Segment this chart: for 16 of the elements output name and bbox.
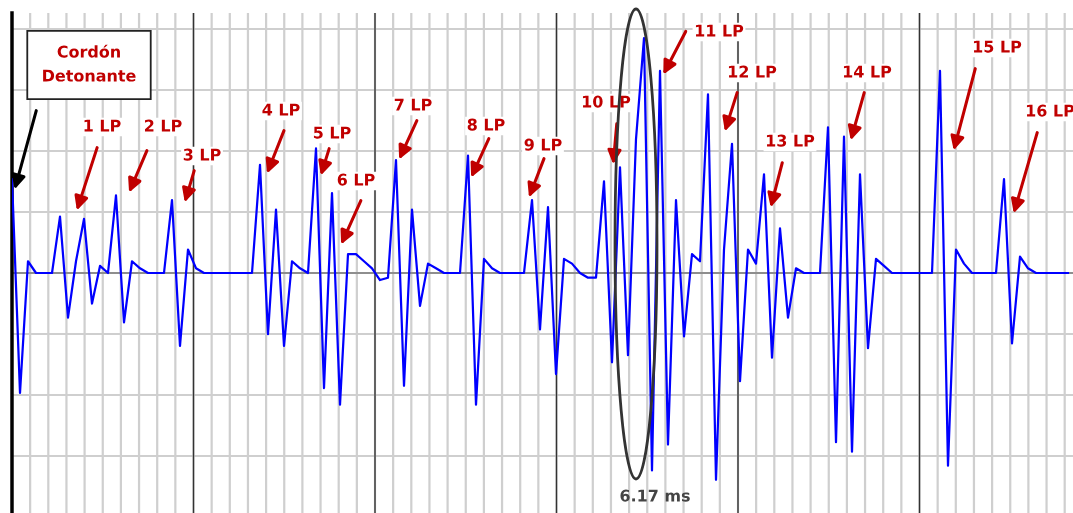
annotation: 1 LP	[84, 119, 121, 132]
annotation: 13 LP	[766, 134, 815, 147]
text: 6.17 ms	[620, 489, 690, 502]
annotation: 4 LP	[262, 103, 300, 116]
annotation: 2 LP	[144, 119, 182, 132]
annotation: 6 LP	[337, 173, 375, 186]
annotation: Cordón Detonante	[43, 44, 136, 82]
annotation: 15 LP	[973, 40, 1022, 53]
annotation: 3 LP	[183, 148, 221, 161]
annotation: 14 LP	[843, 65, 892, 78]
annotation: 8 LP	[467, 118, 505, 131]
annotation: 12 LP	[728, 65, 777, 78]
annotation: 7 LP	[394, 98, 432, 111]
annotation: 9 LP	[524, 138, 562, 151]
text: 11 LP	[695, 24, 744, 37]
annotation: 5 LP	[313, 126, 351, 139]
